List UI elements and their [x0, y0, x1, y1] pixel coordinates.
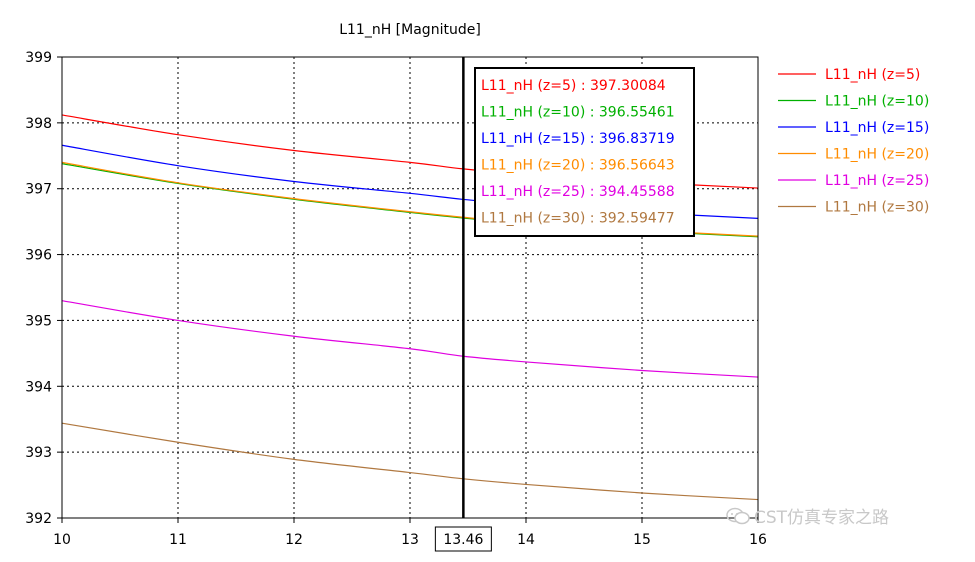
- series-line-5: [61, 300, 759, 378]
- x-tick-label: 10: [53, 532, 71, 548]
- x-axis-ticks: 10 11 12 13 14 15 16: [53, 518, 767, 548]
- wechat-icon: [726, 507, 750, 524]
- cursor-label-box: [434, 526, 492, 552]
- legend-label: L11_nH (z=20): [825, 147, 929, 163]
- series-line-6: [61, 422, 759, 501]
- x-tick-label: 15: [633, 532, 651, 548]
- x-tick-label: 16: [749, 532, 767, 548]
- y-tick-label: 392: [25, 511, 52, 527]
- legend-label: L11_nH (z=25): [825, 173, 929, 189]
- y-axis-ticks: 392 393 394 395 396 397 398 399: [25, 50, 62, 527]
- readout-entry: L11_nH (z=15) : 396.83719: [481, 131, 675, 147]
- legend-label: L11_nH (z=10): [825, 94, 929, 110]
- x-tick-label: 14: [517, 532, 535, 548]
- readout-entry: L11_nH (z=5) : 397.30084: [481, 78, 666, 94]
- readout-frame: [474, 67, 695, 237]
- legend-label: L11_nH (z=15): [825, 120, 929, 136]
- watermark-text: CST仿真专家之路: [754, 508, 890, 528]
- y-tick-label: 397: [25, 182, 52, 198]
- legend: L11_nH (z=5) L11_nH (z=10) L11_nH (z=15) L1…: [778, 67, 929, 216]
- x-tick-label: 13: [401, 532, 419, 548]
- x-tick-label: 12: [285, 532, 303, 548]
- y-tick-label: 398: [25, 116, 52, 132]
- cursor-label: 13.46: [443, 532, 483, 548]
- readout-entry: L11_nH (z=25) : 394.45588: [481, 184, 675, 200]
- y-tick-label: 394: [25, 379, 52, 395]
- x-tick-label: 11: [169, 532, 187, 548]
- readout-entry: L11_nH (z=20) : 396.56643: [481, 158, 675, 174]
- y-tick-label: 393: [25, 445, 52, 461]
- legend-label: L11_nH (z=30): [825, 200, 929, 216]
- y-tick-label: 399: [25, 50, 52, 66]
- y-tick-label: 396: [25, 248, 52, 264]
- chart-title: L11_nH [Magnitude]: [339, 22, 481, 38]
- watermark: CST仿真专家之路: [726, 503, 889, 528]
- y-tick-label: 395: [25, 313, 52, 329]
- cursor[interactable]: 13.46: [434, 57, 492, 552]
- readout-entry: L11_nH (z=10) : 396.55461: [481, 105, 675, 121]
- cursor-readout-box: L11_nH (z=5) : 397.30084 L11_nH (z=10) : …: [474, 67, 695, 237]
- readout-entry: L11_nH (z=30) : 392.59477: [481, 211, 675, 227]
- legend-label: L11_nH (z=5): [825, 67, 920, 83]
